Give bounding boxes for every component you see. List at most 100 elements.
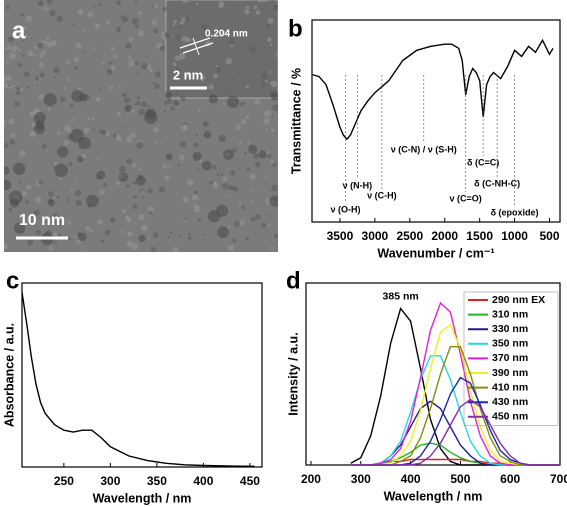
- texture: [5, 5, 10, 10]
- texture: [83, 250, 86, 252]
- tem-image: [4, 0, 278, 252]
- texture: [245, 115, 250, 120]
- texture: [53, 162, 57, 167]
- texture: [74, 66, 78, 71]
- texture: [128, 37, 133, 42]
- texture: [23, 220, 27, 224]
- nanodot: [78, 93, 88, 102]
- texture: [72, 23, 75, 27]
- texture: [201, 24, 208, 31]
- texture: [134, 61, 139, 66]
- x-tick-label: 3000: [362, 229, 389, 243]
- texture: [47, 107, 52, 111]
- texture: [168, 165, 172, 168]
- texture: [127, 231, 133, 237]
- data-line: [311, 38, 554, 141]
- texture: [137, 30, 145, 37]
- texture: [197, 108, 202, 112]
- nanodot: [208, 94, 218, 104]
- texture: [43, 216, 49, 221]
- texture: [152, 81, 156, 85]
- texture: [136, 142, 144, 150]
- texture: [23, 71, 30, 78]
- texture: [261, 80, 267, 86]
- texture: [193, 190, 198, 195]
- texture: [126, 240, 133, 247]
- texture: [116, 29, 121, 33]
- x-tick-label: 350: [147, 474, 167, 488]
- nanodot: [118, 172, 129, 182]
- texture: [178, 52, 186, 60]
- texture: [188, 232, 191, 236]
- texture: [25, 15, 32, 22]
- texture: [222, 183, 229, 190]
- texture: [29, 130, 37, 138]
- x-tick-label: 250: [54, 474, 74, 488]
- texture: [138, 214, 145, 221]
- legend-label: 350 nm: [492, 338, 528, 350]
- texture: [270, 159, 275, 165]
- annotation: δ (epoxide): [491, 207, 539, 217]
- texture: [170, 106, 175, 111]
- texture: [147, 188, 153, 194]
- texture: [239, 219, 245, 226]
- texture: [267, 223, 271, 227]
- texture: [253, 5, 258, 10]
- texture: [141, 62, 148, 70]
- texture: [153, 28, 159, 34]
- texture: [6, 60, 9, 64]
- x-tick-label: 600: [500, 472, 520, 486]
- texture: [154, 71, 161, 78]
- inset-scale-label: 2 nm: [173, 67, 203, 82]
- data-line: [21, 292, 255, 467]
- texture: [159, 45, 165, 52]
- legend-label: 290 nm EX: [492, 294, 545, 306]
- texture: [271, 115, 274, 118]
- texture: [99, 87, 102, 90]
- legend-label: 390 nm: [492, 367, 528, 379]
- texture: [191, 193, 198, 201]
- nanodot: [144, 110, 158, 124]
- texture: [220, 173, 224, 176]
- nanodot: [217, 226, 229, 239]
- texture: [128, 60, 135, 67]
- texture: [33, 108, 38, 114]
- texture: [45, 149, 48, 153]
- nanodot: [192, 151, 202, 162]
- texture: [63, 139, 69, 146]
- texture: [53, 197, 56, 200]
- texture: [93, 46, 97, 50]
- texture: [9, 139, 15, 145]
- texture: [225, 57, 233, 65]
- texture: [97, 2, 102, 7]
- nanodot: [43, 93, 57, 107]
- texture: [52, 213, 58, 218]
- peak-label: 385 nm: [383, 290, 419, 302]
- texture: [132, 181, 137, 185]
- data-line: [350, 398, 560, 466]
- texture: [29, 111, 36, 118]
- texture: [26, 85, 29, 89]
- texture: [179, 20, 184, 25]
- nanodot: [86, 194, 99, 208]
- texture: [19, 88, 24, 92]
- texture: [4, 82, 10, 89]
- texture: [257, 0, 262, 3]
- texture: [275, 53, 278, 58]
- texture: [159, 141, 162, 144]
- texture: [46, 0, 53, 4]
- texture: [208, 84, 214, 90]
- texture: [146, 64, 152, 70]
- texture: [183, 124, 189, 130]
- texture: [56, 195, 60, 199]
- texture: [97, 218, 103, 225]
- texture: [219, 33, 223, 36]
- texture: [66, 198, 70, 202]
- nanodot: [96, 170, 106, 180]
- texture: [45, 35, 50, 40]
- texture: [125, 184, 130, 189]
- x-tick-label: 300: [100, 474, 120, 488]
- texture: [58, 177, 62, 181]
- texture: [124, 126, 127, 129]
- legend-label: 330 nm: [492, 323, 528, 335]
